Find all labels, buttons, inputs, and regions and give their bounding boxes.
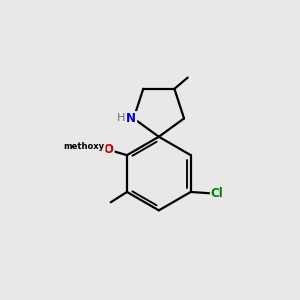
Text: Cl: Cl bbox=[211, 187, 224, 200]
Text: methoxy: methoxy bbox=[64, 142, 105, 151]
Text: H: H bbox=[117, 113, 125, 123]
Text: methoxy: methoxy bbox=[90, 145, 96, 146]
Text: methoxy: methoxy bbox=[91, 145, 97, 146]
Text: OCH₃: OCH₃ bbox=[92, 145, 96, 146]
Text: N: N bbox=[126, 112, 136, 125]
Text: O: O bbox=[104, 143, 114, 156]
